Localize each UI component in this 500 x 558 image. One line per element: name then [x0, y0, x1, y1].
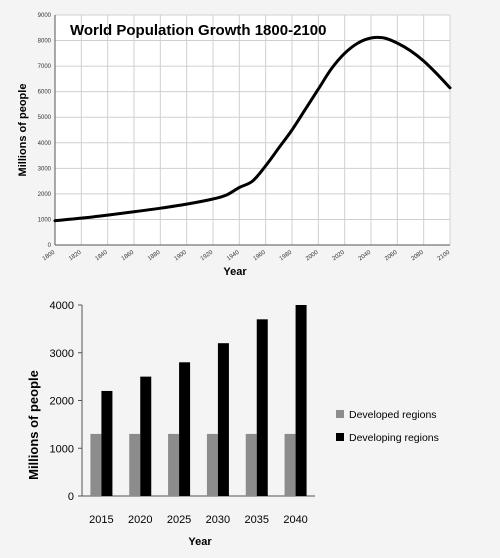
x-tick-label: 2040 — [283, 514, 307, 526]
x-tick-label: 2025 — [167, 514, 191, 526]
y-axis-label: Millions of people — [26, 370, 41, 480]
bar-developing-regions — [179, 362, 191, 496]
population-line — [53, 35, 452, 223]
plot-area — [55, 15, 450, 245]
x-tick-label: 2030 — [206, 514, 230, 526]
axes — [78, 304, 315, 497]
y-tick-label: 3000 — [38, 166, 52, 172]
bar-developed-regions — [90, 433, 102, 496]
x-tick-label: 1980 — [279, 249, 294, 262]
y-axis-label: Millions of people — [17, 84, 29, 177]
x-tick-label: 1960 — [252, 249, 267, 262]
x-tick-label: 1820 — [68, 249, 83, 262]
x-tick-label: 1920 — [200, 249, 215, 262]
y-tick-label: 3000 — [50, 348, 74, 360]
y-tick-label: 0 — [48, 243, 52, 249]
bar-developing-regions — [140, 376, 152, 496]
y-tick-label: 4000 — [50, 300, 74, 312]
x-tick-label: 1880 — [147, 249, 162, 262]
regions-bar-chart: 0 1000 2000 3000 4000 2015 2020 2025 2030 2035 204… — [26, 300, 439, 548]
bar-developed-regions — [206, 433, 218, 496]
bar-developing-regions — [217, 343, 229, 496]
x-tick-label: 2100 — [437, 249, 452, 262]
bar-developing-regions — [256, 319, 268, 496]
y-tick-label: 9000 — [38, 13, 52, 19]
axes — [54, 15, 450, 246]
y-tick-label: 6000 — [38, 90, 52, 96]
y-tick-label: 7000 — [38, 64, 52, 70]
x-tick-label: 2020 — [331, 249, 346, 262]
y-tick-label: 2000 — [38, 192, 52, 198]
x-tick-label: 2080 — [410, 249, 425, 262]
bar-developed-regions — [284, 433, 296, 496]
y-tick-label: 0 — [68, 491, 74, 503]
legend: Developed regions Developing regions — [336, 409, 439, 444]
y-tick-label: 4000 — [38, 141, 52, 147]
x-tick-label: 1900 — [173, 249, 188, 262]
y-tick-label: 8000 — [38, 39, 52, 45]
bar-developing-regions — [295, 305, 307, 496]
bars — [90, 305, 307, 496]
x-tick-label: 2020 — [128, 514, 152, 526]
x-tick-label: 1840 — [94, 249, 109, 262]
bar-developed-regions — [245, 433, 257, 496]
x-tick-label: 2040 — [358, 249, 373, 262]
population-line-chart: 1800 1820 1840 1860 1880 1900 1920 1940 1960 1980… — [17, 13, 452, 278]
x-tick-label: 2060 — [384, 249, 399, 262]
x-tick-label: 1860 — [121, 249, 136, 262]
tick-labels: 0 1000 2000 3000 4000 2015 2020 2025 2030 2035 204… — [50, 300, 308, 526]
bar-developed-regions — [129, 433, 141, 496]
x-tick-label: 1940 — [226, 249, 241, 262]
y-tick-label: 2000 — [50, 396, 74, 408]
legend-label: Developing regions — [349, 432, 439, 444]
x-tick-label: 2000 — [305, 249, 320, 262]
legend-swatch — [336, 433, 344, 441]
bar-developing-regions — [101, 390, 113, 496]
y-tick-label: 5000 — [38, 115, 52, 121]
series — [53, 35, 452, 223]
x-axis-label: Year — [188, 536, 212, 548]
bar-developed-regions — [168, 433, 180, 496]
x-tick-label: 2015 — [89, 514, 113, 526]
x-axis-label: Year — [223, 266, 247, 278]
x-tick-label: 1800 — [42, 249, 57, 262]
legend-swatch — [336, 410, 344, 418]
y-tick-label: 1000 — [50, 443, 74, 455]
chart-title: World Population Growth 1800-2100 — [70, 22, 326, 39]
legend-label: Developed regions — [349, 409, 437, 421]
y-tick-label: 1000 — [38, 217, 52, 223]
x-tick-label: 2035 — [245, 514, 269, 526]
